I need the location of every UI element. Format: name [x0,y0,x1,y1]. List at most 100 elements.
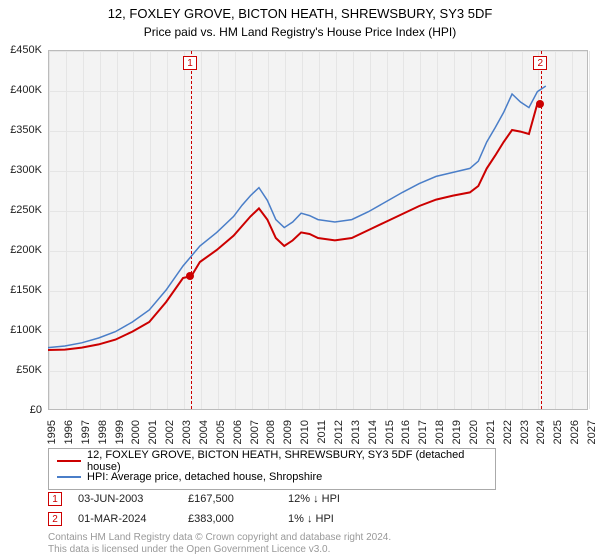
x-axis-label: 2011 [316,420,328,444]
legend-row: 12, FOXLEY GROVE, BICTON HEATH, SHREWSBU… [57,453,487,469]
gridline-horizontal [49,291,587,292]
gridline-vertical [285,51,286,409]
y-axis-label: £100K [10,324,42,336]
gridline-vertical [420,51,421,409]
gridline-vertical [505,51,506,409]
y-axis-label: £0 [30,404,42,416]
x-axis-label: 2025 [552,420,564,444]
gridline-horizontal [49,211,587,212]
x-axis-label: 2010 [299,420,311,444]
x-axis-label: 2006 [232,420,244,444]
gridline-vertical [370,51,371,409]
x-axis-label: 2019 [451,420,463,444]
y-axis-label: £400K [10,84,42,96]
marker-dot [186,272,194,280]
marker-guideline [191,51,192,409]
attribution-line: This data is licensed under the Open Gov… [48,544,391,556]
gridline-vertical [66,51,67,409]
x-axis-label: 2014 [367,420,379,444]
marker-badge: 1 [183,56,197,70]
gridline-horizontal [49,371,587,372]
gridline-vertical [336,51,337,409]
gridline-vertical [117,51,118,409]
gridline-vertical [387,51,388,409]
x-axis-label: 1996 [63,420,75,444]
x-axis-label: 1999 [114,420,126,444]
gridline-vertical [252,51,253,409]
gridline-vertical [319,51,320,409]
x-axis-label: 2015 [384,420,396,444]
y-axis-label: £300K [10,164,42,176]
gridline-vertical [488,51,489,409]
x-axis-label: 2008 [265,420,277,444]
x-axis-label: 2003 [181,420,193,444]
gridline-vertical [353,51,354,409]
y-axis-label: £350K [10,124,42,136]
x-axis-label: 2013 [350,420,362,444]
chart-container: 12, FOXLEY GROVE, BICTON HEATH, SHREWSBU… [0,0,600,560]
attribution-line: Contains HM Land Registry data © Crown c… [48,532,391,544]
x-axis-label: 2007 [249,420,261,444]
transaction-badge: 1 [48,492,62,506]
legend-label: 12, FOXLEY GROVE, BICTON HEATH, SHREWSBU… [87,449,487,473]
gridline-vertical [522,51,523,409]
gridline-vertical [184,51,185,409]
gridline-vertical [218,51,219,409]
x-axis-label: 2027 [586,420,598,444]
page-subtitle: Price paid vs. HM Land Registry's House … [0,23,600,39]
attribution-text: Contains HM Land Registry data © Crown c… [48,532,391,556]
transaction-badge: 2 [48,512,62,526]
x-axis-label: 2017 [417,420,429,444]
legend-swatch [57,460,81,462]
x-axis-label: 2012 [333,420,345,444]
marker-badge: 2 [533,56,547,70]
x-axis-label: 1995 [46,420,58,444]
x-axis-label: 2018 [434,420,446,444]
gridline-vertical [403,51,404,409]
transaction-date: 03-JUN-2003 [78,493,188,505]
gridline-horizontal [49,171,587,172]
gridline-vertical [555,51,556,409]
page-title: 12, FOXLEY GROVE, BICTON HEATH, SHREWSBU… [0,0,600,23]
transaction-delta: 1% ↓ HPI [288,513,334,525]
gridline-vertical [100,51,101,409]
gridline-vertical [572,51,573,409]
transaction-price: £167,500 [188,493,288,505]
gridline-vertical [133,51,134,409]
gridline-vertical [437,51,438,409]
transaction-delta: 12% ↓ HPI [288,493,340,505]
x-axis-label: 2016 [400,420,412,444]
gridline-vertical [167,51,168,409]
x-axis-label: 2020 [468,420,480,444]
gridline-horizontal [49,251,587,252]
y-axis-label: £200K [10,244,42,256]
plot-background [48,50,588,410]
y-axis-label: £50K [16,364,42,376]
gridline-vertical [454,51,455,409]
y-axis-label: £450K [10,44,42,56]
x-axis-label: 2022 [502,420,514,444]
chart-area: £0£50K£100K£150K£200K£250K£300K£350K£400… [48,50,588,410]
y-axis-label: £150K [10,284,42,296]
transaction-row: 1 03-JUN-2003£167,50012% ↓ HPI [48,492,340,506]
x-axis-label: 2002 [164,420,176,444]
transaction-price: £383,000 [188,513,288,525]
x-axis-label: 1998 [97,420,109,444]
x-axis-label: 1997 [80,420,92,444]
x-axis-label: 2001 [147,420,159,444]
legend-box: 12, FOXLEY GROVE, BICTON HEATH, SHREWSBU… [48,448,496,490]
gridline-vertical [302,51,303,409]
gridline-vertical [235,51,236,409]
x-axis-label: 2023 [519,420,531,444]
gridline-horizontal [49,131,587,132]
gridline-vertical [49,51,50,409]
x-axis-label: 2004 [198,420,210,444]
gridline-vertical [589,51,590,409]
gridline-vertical [150,51,151,409]
gridline-vertical [201,51,202,409]
transaction-date: 01-MAR-2024 [78,513,188,525]
transaction-row: 2 01-MAR-2024£383,0001% ↓ HPI [48,512,334,526]
x-axis-label: 2024 [535,420,547,444]
x-axis-label: 2005 [215,420,227,444]
gridline-vertical [268,51,269,409]
